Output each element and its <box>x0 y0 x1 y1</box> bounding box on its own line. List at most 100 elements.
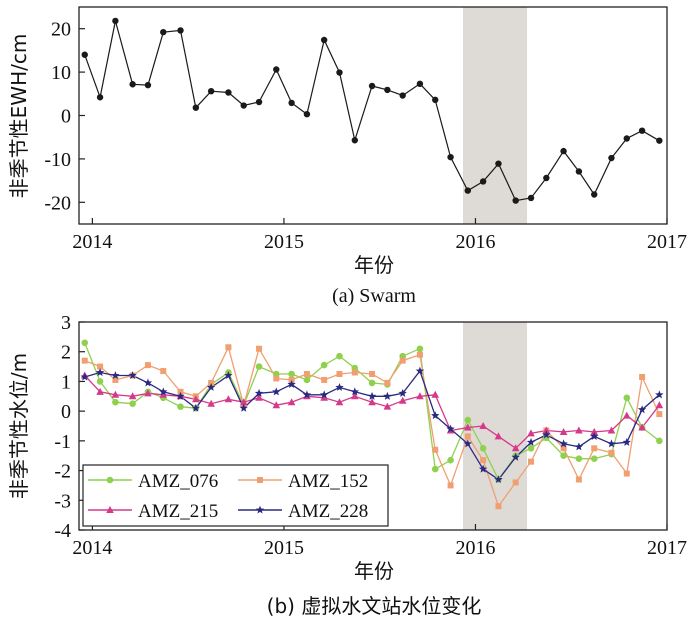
data-point <box>81 51 88 58</box>
series-line-amz_076 <box>84 342 660 481</box>
data-point-amz_152 <box>369 371 376 377</box>
data-point-amz_076 <box>129 400 136 408</box>
data-point-amz_215 <box>464 423 472 431</box>
data-point-amz_228 <box>511 452 520 461</box>
data-point-amz_076 <box>527 444 535 452</box>
shaded-period <box>463 322 527 530</box>
legend-marker <box>255 505 265 514</box>
legend: AMZ_076 AMZ_152 AMZ_215 AMZ_228 <box>82 464 389 527</box>
y-tick-label: -4 <box>54 520 71 542</box>
legend-item: AMZ_215 <box>88 501 218 522</box>
data-point <box>225 89 232 96</box>
data-point-amz_152 <box>208 379 215 386</box>
data-point-amz_152 <box>432 446 439 453</box>
data-point-amz_228 <box>319 390 329 399</box>
data-point-amz_076 <box>303 376 311 384</box>
data-point-amz_076 <box>590 455 598 462</box>
plot-frame <box>78 6 668 225</box>
data-point-amz_076 <box>320 361 328 369</box>
data-point-amz_076 <box>336 352 343 360</box>
data-point-amz_152 <box>336 371 343 377</box>
x-tick-label: 2016 <box>455 231 495 253</box>
y-tick-label: 2 <box>61 342 71 364</box>
data-point-amz_152 <box>608 449 615 456</box>
data-point-amz_152 <box>656 411 663 418</box>
data-point-amz_076 <box>368 379 376 387</box>
data-point <box>432 96 439 104</box>
data-point-amz_076 <box>464 416 472 424</box>
legend-label: AMZ_228 <box>288 501 368 522</box>
data-point-amz_215 <box>511 444 520 452</box>
data-point-amz_215 <box>287 398 296 406</box>
series-line <box>84 20 660 202</box>
data-point-amz_228 <box>607 439 616 448</box>
data-point-amz_215 <box>383 402 392 410</box>
data-point-amz_152 <box>321 376 328 383</box>
data-point-amz_215 <box>192 395 200 403</box>
data-point <box>399 92 406 99</box>
data-point-amz_228 <box>224 371 233 380</box>
data-point-amz_076 <box>447 456 454 464</box>
y-tick-label: 0 <box>61 106 71 128</box>
chart-caption: (a) Swarm <box>332 285 416 307</box>
data-point-amz_152 <box>560 445 567 452</box>
data-point-amz_076 <box>623 394 631 402</box>
legend-item: AMZ_228 <box>238 501 368 522</box>
data-point-amz_228 <box>463 439 472 448</box>
data-point-amz_076 <box>575 455 583 462</box>
data-point-amz_152 <box>384 379 391 386</box>
x-axis-label: 年份 <box>354 253 394 277</box>
x-tick-label: 2017 <box>647 231 687 253</box>
y-axis-label: 非季节性EWH/cm <box>7 34 31 199</box>
data-point-amz_076 <box>96 378 104 385</box>
data-point-amz_215 <box>351 392 359 400</box>
data-point-amz_152 <box>623 470 630 477</box>
data-point <box>384 86 391 94</box>
data-point-amz_228 <box>383 391 392 400</box>
data-point-amz_215 <box>590 427 599 435</box>
x-tick-label: 2014 <box>72 231 112 253</box>
data-point-amz_228 <box>335 382 344 391</box>
x-tick-label: 2017 <box>647 537 687 559</box>
data-point-amz_228 <box>431 411 440 420</box>
data-point-amz_076 <box>431 465 439 473</box>
data-point <box>303 110 311 118</box>
data-point-amz_228 <box>590 432 599 440</box>
data-point-amz_228 <box>239 403 248 412</box>
data-point <box>447 153 454 161</box>
data-point-amz_228 <box>637 405 647 414</box>
data-point <box>638 127 646 134</box>
data-point-amz_228 <box>111 371 120 380</box>
data-point-amz_152 <box>288 376 295 383</box>
data-point <box>240 102 247 109</box>
data-point-amz_228 <box>622 437 631 446</box>
y-tick-label: 3 <box>61 312 71 334</box>
data-point-amz_215 <box>96 387 104 395</box>
data-point-amz_215 <box>638 423 646 431</box>
legend-box <box>82 464 389 527</box>
data-point-amz_152 <box>351 369 358 376</box>
y-axis-label: 非季节性水位/m <box>7 353 31 499</box>
data-point-amz_076 <box>416 345 424 353</box>
data-point <box>160 28 167 36</box>
data-point-amz_215 <box>335 398 344 406</box>
legend-marker <box>106 506 114 513</box>
x-tick-label: 2015 <box>264 231 304 253</box>
data-point-amz_152 <box>177 388 184 395</box>
x-tick-label: 2014 <box>72 537 112 559</box>
data-point <box>192 104 200 111</box>
data-point-amz_152 <box>112 376 119 383</box>
data-point-amz_076 <box>177 403 184 410</box>
data-point-amz_215 <box>575 426 583 434</box>
data-point-amz_215 <box>655 401 664 409</box>
data-point <box>255 98 263 106</box>
data-point-amz_076 <box>288 370 295 378</box>
data-point-amz_215 <box>398 396 407 404</box>
data-point <box>129 81 136 88</box>
data-point-amz_076 <box>81 339 89 347</box>
data-point-amz_152 <box>591 445 598 452</box>
data-point-amz_228 <box>159 387 168 396</box>
data-point-amz_152 <box>480 457 487 464</box>
